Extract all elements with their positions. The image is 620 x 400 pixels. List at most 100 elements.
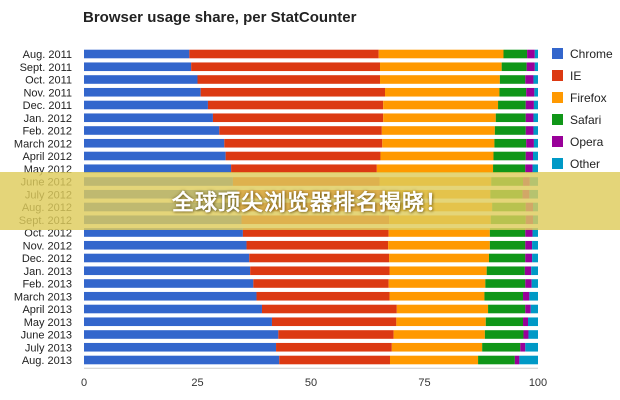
category-label: Feb. 2013: [22, 279, 72, 291]
bar-segment-chrome: [84, 291, 257, 301]
bar-segment-ie: [207, 100, 384, 110]
category-label: Dec. 2012: [22, 253, 72, 265]
category-label: Oct. 2012: [24, 228, 72, 240]
bar-segment-firefox: [380, 75, 500, 84]
bar-segment-firefox: [385, 87, 500, 97]
bar-segment-opera: [526, 62, 535, 72]
bar-segment-other: [525, 342, 538, 352]
bar-segment-opera: [527, 49, 535, 59]
bar-segment-other: [519, 355, 538, 365]
bar-segment-safari: [493, 151, 526, 161]
bar-segment-ie: [250, 266, 390, 276]
bar-segment-chrome: [84, 75, 198, 84]
category-label: Oct. 2011: [25, 75, 72, 87]
bar-segment-chrome: [84, 151, 226, 161]
legend-label-chrome: Chrome: [570, 47, 613, 61]
bar-segment-safari: [484, 330, 524, 339]
bar-segment-ie: [271, 317, 397, 327]
x-axis-ticks: 0 25 50 75 100: [81, 377, 547, 389]
bar-segment-ie: [225, 151, 381, 161]
bar-segment-opera: [525, 164, 533, 174]
bar-segment-other: [532, 240, 538, 250]
bar-segment-chrome: [84, 266, 251, 276]
bar-segment-other: [534, 87, 538, 97]
bar-segment-firefox: [389, 253, 489, 263]
bar-segment-other: [532, 253, 538, 263]
legend-swatch-opera: [552, 136, 563, 147]
bar-segment-opera: [525, 228, 533, 237]
bar-segment-opera: [525, 151, 534, 161]
x-tick-label: 25: [191, 377, 203, 389]
bar-segment-other: [528, 330, 538, 339]
x-tick-label: 100: [529, 377, 547, 389]
banner-text: 全球顶尖浏览器排名揭晓！: [171, 191, 448, 216]
bar-segment-other: [528, 317, 538, 327]
bar-segment-safari: [501, 62, 527, 72]
bar-segment-ie: [256, 291, 390, 301]
bar-segment-chrome: [84, 330, 279, 339]
bar-segment-other: [532, 164, 538, 174]
bar-segment-safari: [478, 355, 515, 365]
bar-segment-chrome: [84, 126, 220, 135]
category-label: Jan. 2012: [24, 113, 72, 125]
category-label: May 2013: [24, 317, 72, 329]
bar-segment-safari: [485, 279, 526, 288]
bar-segment-chrome: [84, 253, 250, 263]
bar-segment-chrome: [84, 342, 277, 352]
bar-segment-safari: [493, 164, 526, 174]
bar-segment-other: [531, 279, 538, 288]
bar-segment-firefox: [388, 240, 490, 250]
bar-segment-firefox: [396, 317, 486, 327]
bar-segment-firefox: [396, 304, 489, 314]
bar-segment-other: [533, 151, 538, 161]
bar-segment-ie: [278, 330, 394, 339]
bar-segment-ie: [261, 304, 397, 314]
bar-segment-ie: [224, 138, 383, 148]
bar-segment-safari: [485, 317, 524, 327]
bar-segment-safari: [488, 304, 526, 314]
bar-segment-firefox: [391, 342, 483, 352]
bar-segment-safari: [494, 126, 526, 135]
bar-segment-opera: [525, 240, 533, 250]
bar-segment-firefox: [380, 62, 502, 72]
chart-title: Browser usage share, per StatCounter: [83, 9, 357, 26]
legend-label-other: Other: [570, 157, 600, 171]
bar-segment-opera: [526, 138, 534, 148]
bar-segment-other: [534, 49, 538, 59]
bar-segment-chrome: [84, 240, 247, 250]
bar-segment-firefox: [382, 138, 495, 148]
bar-segment-safari: [484, 291, 524, 301]
bar-segment-opera: [525, 304, 531, 314]
bar-segment-other: [529, 291, 538, 301]
bar-segment-ie: [219, 126, 382, 135]
bar-segment-safari: [489, 240, 526, 250]
bar-segment-firefox: [388, 279, 486, 288]
bar-segment-opera: [523, 317, 529, 327]
bar-segment-firefox: [383, 113, 496, 123]
legend-swatch-firefox: [552, 92, 563, 103]
bar-segment-ie: [249, 253, 390, 263]
bar-segment-other: [532, 228, 538, 237]
bar-segment-chrome: [84, 100, 208, 110]
bar-segment-opera: [525, 100, 534, 110]
bar-segment-ie: [242, 228, 389, 237]
bar-segment-chrome: [84, 355, 280, 365]
bar-segment-ie: [197, 75, 381, 84]
bar-segment-firefox: [376, 164, 494, 174]
category-label: April 2012: [22, 151, 72, 163]
category-label: Nov. 2012: [23, 240, 72, 252]
legend: Chrome IE Firefox Safari Opera Other: [552, 47, 613, 171]
category-label: Aug. 2011: [23, 49, 72, 61]
bar-segment-safari: [495, 113, 526, 123]
legend-label-safari: Safari: [570, 113, 601, 127]
category-label: March 2013: [14, 291, 72, 303]
bar-segment-opera: [514, 355, 520, 365]
bar-segment-firefox: [393, 330, 485, 339]
bar-segment-other: [533, 113, 538, 123]
category-label: Dec. 2011: [23, 100, 72, 112]
bar-segment-opera: [525, 75, 534, 84]
caption-banner: 全球顶尖浏览器排名揭晓！: [0, 172, 620, 230]
bar-segment-ie: [189, 49, 379, 59]
category-label: June 2013: [21, 330, 72, 342]
bar-segment-chrome: [84, 138, 225, 148]
